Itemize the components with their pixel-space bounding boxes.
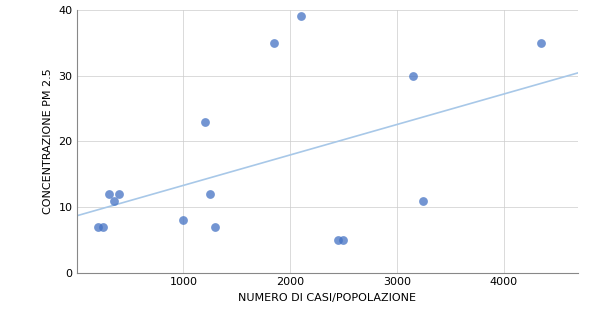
X-axis label: NUMERO DI CASI/POPOLAZIONE: NUMERO DI CASI/POPOLAZIONE [238, 293, 417, 303]
Point [339, 238, 348, 243]
Point [296, 14, 306, 19]
Point [99, 224, 108, 230]
Point [333, 238, 343, 243]
Point [114, 191, 124, 197]
Point [93, 224, 103, 230]
Point [536, 40, 546, 45]
Point [104, 191, 113, 197]
Point [179, 218, 188, 223]
Point [211, 224, 220, 230]
Point [200, 119, 209, 124]
Point [419, 198, 428, 203]
Point [408, 73, 418, 78]
Y-axis label: CONCENTRAZIONE PM 2.5: CONCENTRAZIONE PM 2.5 [43, 68, 53, 215]
Point [109, 198, 119, 203]
Point [270, 40, 279, 45]
Point [205, 191, 215, 197]
